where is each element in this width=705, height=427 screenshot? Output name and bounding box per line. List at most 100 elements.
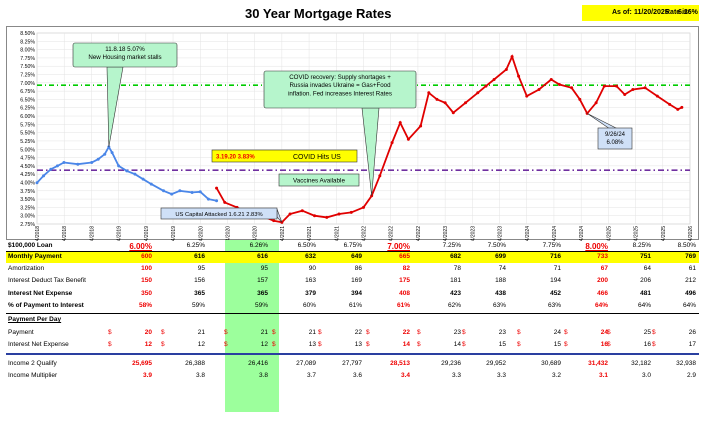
table-cell: 27,797 xyxy=(342,360,362,367)
table-cell: 64 xyxy=(643,265,651,272)
y-tick-label: 5.00% xyxy=(20,147,35,153)
y-tick-label: 6.00% xyxy=(20,114,35,120)
x-tick-label: 1/4/2021 xyxy=(280,226,286,241)
current-rate-column-highlight xyxy=(225,240,279,412)
series-point xyxy=(510,55,514,59)
dollar-sign: $ xyxy=(224,341,228,348)
vaccines-box xyxy=(278,173,360,187)
table-cell: 8.50% xyxy=(677,242,696,249)
vaccines-label: Vaccines Available xyxy=(293,178,345,185)
table-row: Payment 20 $21 $21 $21 $22 $22 $23 $23 $24 $24 $25 $… xyxy=(6,328,699,339)
dollar-sign: $ xyxy=(564,329,568,336)
x-tick-label: 1/4/2025 xyxy=(606,226,612,241)
table-cell: 157 xyxy=(257,277,268,284)
dollar-sign: $ xyxy=(607,329,611,336)
rate-label: Rate is: xyxy=(665,9,691,16)
series-point xyxy=(110,151,114,155)
series-point xyxy=(76,162,80,166)
table-cell: 350 xyxy=(141,290,152,297)
asof-label: As of: xyxy=(612,9,632,16)
x-tick-label: 5/4/2021 xyxy=(307,226,313,241)
table-cell: 8.00% xyxy=(585,242,608,251)
y-tick-label: 6.75% xyxy=(20,89,35,95)
table-cell: 24 xyxy=(600,329,608,336)
series-point xyxy=(42,174,46,178)
table-cell: 6.00% xyxy=(129,242,152,251)
table-divider xyxy=(6,353,699,355)
series-point xyxy=(517,74,521,78)
table-cell: 682 xyxy=(450,253,461,260)
x-tick-label: 1/4/2023 xyxy=(443,226,449,241)
x-tick-label: 9/4/2024 xyxy=(579,226,585,241)
series-point xyxy=(398,121,402,125)
series-point xyxy=(141,177,145,181)
table-cell: 58% xyxy=(138,302,152,309)
series-point xyxy=(149,182,153,186)
y-tick-label: 5.75% xyxy=(20,122,35,128)
series-point xyxy=(55,164,59,168)
series-point xyxy=(362,205,365,209)
x-tick-label: 9/4/2023 xyxy=(498,226,504,241)
low-2024-text: 9/26/24 xyxy=(605,132,626,138)
x-tick-label: 1/4/2019 xyxy=(117,226,123,241)
x-tick-label: 1/4/2020 xyxy=(198,226,204,241)
table-cell: 100 xyxy=(141,265,152,272)
dollar-sign: $ xyxy=(517,329,521,336)
capital-label: US Capital Attacked 1.6.21 2.83% xyxy=(175,212,262,218)
table-cell: 64% xyxy=(682,302,696,309)
series-point xyxy=(435,97,439,101)
table-cell: 26 xyxy=(688,329,696,336)
series-point xyxy=(378,174,382,178)
series-point xyxy=(602,84,606,88)
x-tick-label: 9/4/2019 xyxy=(171,226,177,241)
mortgage-rate-chart: 2.75% 3.00% 3.25% 3.50% 3.75% 4.00% 4.25% 4.50%… xyxy=(20,31,694,241)
x-tick-label: 9/4/2022 xyxy=(416,226,422,241)
table-cell: 20 xyxy=(144,329,152,336)
table-cell: 3.3 xyxy=(451,372,461,379)
peak-2018-callout-box xyxy=(72,42,178,68)
table-cell: 438 xyxy=(495,290,506,297)
table-cell: 90 xyxy=(308,265,316,272)
series-point xyxy=(668,102,672,106)
y-tick-label: 3.50% xyxy=(20,197,35,203)
y-tick-label: 7.00% xyxy=(20,81,35,87)
table-cell: 17 xyxy=(688,341,696,348)
y-tick-label: 4.75% xyxy=(20,156,35,162)
series-point xyxy=(90,161,94,165)
dollar-sign: $ xyxy=(652,329,656,336)
table-cell: 665 xyxy=(399,253,410,260)
table-cell: 212 xyxy=(685,277,696,284)
series-point xyxy=(125,169,129,173)
table-cell: 3.8 xyxy=(258,372,268,379)
x-tick-label: 5/4/2023 xyxy=(470,226,476,241)
table-cell: 379 xyxy=(305,290,316,297)
table-cell: 394 xyxy=(351,290,362,297)
row-label: % of Payment to Interest xyxy=(8,302,84,309)
table-cell: 12 xyxy=(144,341,152,348)
table-cell: 751 xyxy=(640,253,651,260)
y-tick-label: 5.25% xyxy=(20,139,35,145)
series-point xyxy=(578,97,582,101)
row-label: Payment xyxy=(8,329,34,336)
table-row: Interest Net Expense 350 365 365 379 394 408 42… xyxy=(6,289,699,300)
dollar-sign: $ xyxy=(272,341,276,348)
row-label: Income Multiplier xyxy=(8,372,58,379)
table-cell: 3.3 xyxy=(496,372,506,379)
series-point xyxy=(492,78,496,82)
table-row: Income Multiplier 3.9 3.8 3.8 3.7 3.6 3.4 3.3 3.… xyxy=(6,371,699,382)
table-cell: 6.50% xyxy=(297,242,316,249)
table-cell: 3.7 xyxy=(306,372,316,379)
table-cell: 29,952 xyxy=(486,360,506,367)
table-cell: 7.00% xyxy=(387,242,410,251)
table-cell: 14 xyxy=(453,341,461,348)
y-tick-label: 6.50% xyxy=(20,97,35,103)
series-point xyxy=(162,189,166,193)
y-tick-label: 4.00% xyxy=(20,180,35,186)
table-cell: 25 xyxy=(643,329,651,336)
table-cell: 716 xyxy=(550,253,561,260)
series-point xyxy=(643,86,647,90)
series-point xyxy=(49,167,53,171)
chart-area: 2.75% 3.00% 3.25% 3.50% 3.75% 4.00% 4.25% 4.50%… xyxy=(6,26,699,241)
series-point xyxy=(615,84,619,88)
dollar-sign: $ xyxy=(161,329,165,336)
